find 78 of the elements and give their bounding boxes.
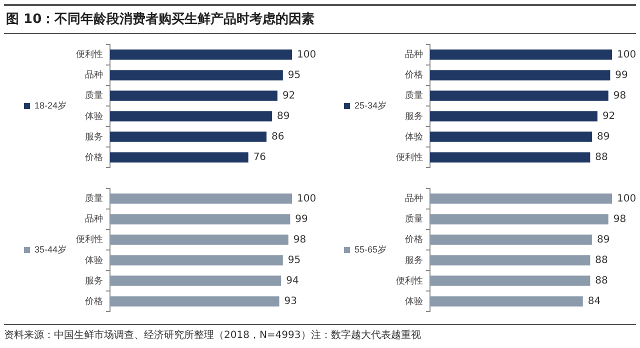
data-label: 98	[613, 214, 626, 225]
y-tick-label: 服务	[405, 254, 423, 265]
bar	[110, 111, 272, 122]
data-label: 98	[613, 90, 626, 102]
bar	[110, 90, 278, 101]
y-tick-label: 质量	[405, 214, 423, 224]
data-label: 100	[617, 49, 636, 60]
y-tick-label: 便利性	[396, 152, 423, 162]
bar	[110, 152, 248, 162]
data-label: 95	[288, 70, 301, 81]
y-tick-label: 体验	[405, 296, 423, 306]
y-tick-label: 质量	[85, 193, 103, 204]
bar	[430, 255, 590, 266]
y-tick-label: 服务	[85, 275, 103, 286]
bar	[430, 234, 592, 245]
bar	[110, 276, 282, 286]
bar	[110, 296, 280, 306]
y-tick-label: 价格	[404, 70, 423, 80]
y-tick-label: 品种	[405, 193, 423, 204]
bar	[110, 132, 267, 142]
data-label: 76	[253, 152, 266, 163]
y-tick-label: 价格	[404, 234, 423, 244]
y-tick-label: 体验	[85, 254, 103, 265]
y-tick-label: 质量	[405, 90, 423, 100]
data-label: 88	[595, 254, 608, 266]
data-label: 100	[297, 49, 316, 60]
data-label: 95	[288, 254, 301, 266]
y-tick-label: 品种	[85, 214, 103, 224]
bar	[110, 194, 292, 204]
y-tick-label: 品种	[85, 70, 103, 80]
data-label: 93	[284, 296, 297, 307]
data-label: 92	[282, 90, 296, 102]
bar	[430, 194, 612, 204]
y-tick-label: 服务	[405, 110, 423, 121]
y-tick-label: 价格	[84, 152, 103, 162]
bar	[110, 70, 283, 80]
bar	[110, 234, 288, 245]
legend-label: 18-24岁	[34, 100, 67, 110]
data-label: 94	[286, 275, 299, 286]
data-label: 100	[617, 193, 636, 204]
bar	[110, 50, 292, 60]
legend-label: 55-65岁	[354, 244, 387, 254]
bar	[430, 296, 583, 306]
text: 资料来源：中国生鲜市场调查、经济研究所整理（2018，N=4993）注：数字越大代表越重视	[4, 324, 636, 342]
y-tick-label: 体验	[85, 110, 103, 121]
y-tick-label: 便利性	[76, 49, 103, 60]
data-label: 84	[588, 296, 601, 307]
y-tick-label: 便利性	[76, 234, 103, 244]
bar	[430, 214, 608, 224]
legend-label: 25-34岁	[354, 100, 387, 110]
data-label: 88	[595, 275, 608, 286]
bar	[430, 132, 592, 142]
bar	[430, 70, 610, 80]
y-tick-label: 体验	[405, 131, 423, 142]
data-label: 99	[295, 214, 308, 225]
bar	[430, 111, 598, 122]
y-tick-label: 便利性	[396, 275, 423, 286]
data-label: 89	[276, 110, 290, 122]
data-label: 100	[297, 193, 316, 204]
chart-title: 图 10：不同年龄段消费者购买生鲜产品时考虑的因素	[4, 4, 636, 34]
bar	[110, 214, 290, 224]
y-tick-label: 质量	[85, 90, 103, 100]
y-tick-label: 价格	[84, 296, 103, 306]
bar	[110, 255, 283, 266]
data-label: 92	[602, 110, 616, 122]
y-tick-label: 品种	[405, 49, 423, 60]
bar	[430, 152, 590, 162]
data-label: 88	[595, 152, 608, 163]
data-label: 89	[596, 131, 610, 142]
legend-label: 35-44岁	[34, 244, 67, 254]
data-label: 98	[293, 234, 306, 246]
bar	[430, 50, 612, 60]
data-label: 89	[596, 234, 610, 246]
bar	[430, 90, 608, 101]
bar	[430, 276, 590, 286]
data-label: 99	[615, 70, 628, 81]
data-label: 86	[272, 131, 284, 142]
y-tick-label: 服务	[85, 131, 103, 142]
